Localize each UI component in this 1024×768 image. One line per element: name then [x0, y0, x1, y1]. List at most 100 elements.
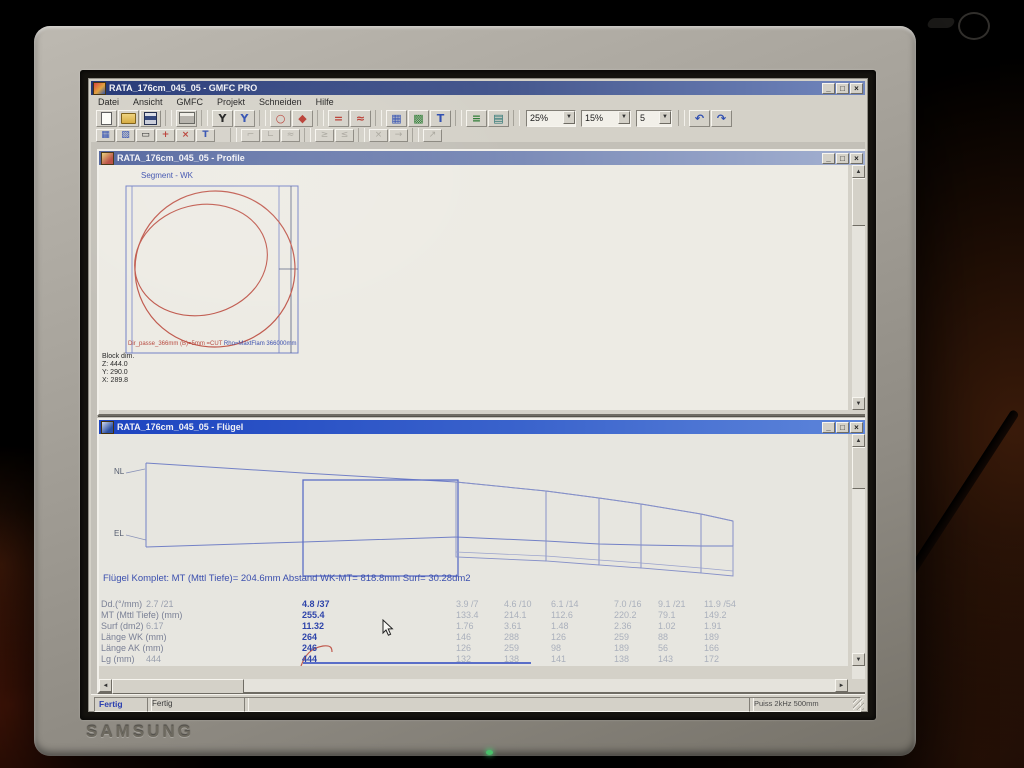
scroll-thumb[interactable] — [852, 447, 865, 489]
cutpath-button-6[interactable]: × — [369, 129, 388, 142]
wing-close-button[interactable]: × — [850, 421, 863, 433]
segment-label: Segment - WK — [141, 171, 194, 180]
printer-icon — [178, 112, 195, 124]
cutpath-button-5[interactable]: ≤ — [335, 129, 354, 142]
wing-horizontal-scrollbar[interactable]: ◄ ► — [99, 679, 848, 694]
row-label: Dd.(°/mm) — [101, 599, 143, 609]
gmfc-app-icon — [93, 81, 106, 95]
block-outline — [125, 185, 299, 354]
scroll-thumb[interactable] — [112, 679, 244, 694]
zoom-dropdown-button[interactable]: ▼ — [563, 110, 575, 124]
speed-combobox[interactable]: 5 ▼ — [636, 109, 672, 127]
resize-grip[interactable] — [853, 699, 864, 710]
seg7-value: 88 — [658, 632, 669, 642]
filter-button[interactable]: Y — [212, 109, 233, 127]
profile-view-button[interactable]: ▦ — [386, 109, 407, 127]
cutpath-button-3[interactable]: ≈ — [281, 129, 300, 142]
tool2-button-4[interactable]: + — [156, 129, 175, 142]
save-button[interactable] — [140, 109, 161, 127]
tool2-button-5[interactable]: × — [176, 129, 195, 142]
wing-canvas[interactable]: NL EL Flügel Komplet: MT (Mttl Tiefe)= 2… — [99, 434, 848, 666]
print-button[interactable] — [176, 109, 197, 127]
scroll-down-button[interactable]: ▼ — [852, 397, 865, 410]
minimize-button[interactable]: _ — [822, 82, 835, 94]
plan-view-button[interactable]: ▩ — [408, 109, 429, 127]
cut-circle-button[interactable]: ○ — [270, 109, 291, 127]
kerf-value: 15% — [585, 112, 604, 123]
seg7-value: 79.1 — [658, 610, 676, 620]
menu-hilfe[interactable]: Hilfe — [315, 96, 334, 107]
profile-canvas[interactable]: Segment - WK Dir_passe_366mm (B)=5mm =CU… — [99, 165, 848, 410]
cutpath-button-8[interactable]: ↗ — [423, 129, 442, 142]
main-titlebar[interactable]: RATA_176cm_045_05 - GMFC PRO _ □ × — [91, 81, 865, 95]
cutpath-button-1[interactable]: ⌐ — [241, 129, 260, 142]
save-disk-icon — [144, 111, 157, 125]
tool2-button-2[interactable]: ▧ — [116, 129, 135, 142]
seg5-value: 141 — [551, 654, 567, 664]
menu-schneiden[interactable]: Schneiden — [259, 96, 302, 107]
scroll-up-button[interactable]: ▲ — [852, 434, 865, 447]
seg8-value: 189 — [704, 632, 720, 642]
zoom-combobox[interactable]: 25% ▼ — [526, 109, 576, 127]
redo-button[interactable]: ↷ — [711, 109, 732, 127]
text-tool-button[interactable]: T — [430, 109, 451, 127]
scroll-left-button[interactable]: ◄ — [99, 679, 112, 692]
table-row: Surf (dm2) 6.17 11.32 1.76 3.61 1.48 2.3… — [99, 621, 848, 632]
scroll-up-button[interactable]: ▲ — [852, 165, 865, 178]
tool2-button-1[interactable]: ▦ — [96, 129, 115, 142]
seg2-value: 11.32 — [302, 621, 325, 631]
kerf-combobox[interactable]: 15% ▼ — [581, 109, 631, 127]
seg4-value: 288 — [504, 632, 520, 642]
axis-button[interactable]: Y — [234, 109, 255, 127]
new-file-button[interactable] — [96, 109, 117, 127]
menu-gmfc[interactable]: GMFC — [176, 96, 204, 107]
maximize-button[interactable]: □ — [836, 82, 849, 94]
profile-minimize-button[interactable]: _ — [822, 152, 835, 164]
chevron-down-icon: ▼ — [621, 114, 627, 120]
cutpath-button-7[interactable]: → — [389, 129, 408, 142]
profile-maximize-button[interactable]: □ — [836, 152, 849, 164]
wing-minimize-button[interactable]: _ — [822, 421, 835, 433]
scroll-right-button[interactable]: ► — [835, 679, 848, 692]
kerf-dropdown-button[interactable]: ▼ — [618, 110, 630, 124]
profile-vertical-scrollbar[interactable]: ▲ ▼ — [852, 165, 865, 410]
close-button[interactable]: × — [850, 82, 863, 94]
wing-titlebar[interactable]: RATA_176cm_045_05 - Flügel _ □ × — [99, 420, 865, 434]
seg3-value: 146 — [456, 632, 472, 642]
undo-button[interactable]: ↶ — [689, 109, 710, 127]
table-row: Dd.(°/mm) 2.7 /21 4.8 /37 3.9 /7 4.6 /10… — [99, 599, 848, 610]
panel-button[interactable]: ▤ — [488, 109, 509, 127]
list-button[interactable]: ≡ — [466, 109, 487, 127]
block-dim-z: Z: 444.0 — [102, 361, 128, 368]
open-file-button[interactable] — [118, 109, 139, 127]
wing-vertical-scrollbar[interactable]: ▲ ▼ — [852, 434, 865, 679]
arrow-up-icon: ↗ — [428, 130, 437, 140]
sync-equal-button[interactable]: = — [328, 109, 349, 127]
seg6-value: 138 — [614, 654, 630, 664]
sync-offset-button[interactable]: ≈ — [350, 109, 371, 127]
close-icon: × — [854, 83, 859, 93]
monitor-bezel: RATA_176cm_045_05 - GMFC PRO _ □ × Datei… — [34, 26, 916, 756]
cutpath-button-4[interactable]: ≥ — [315, 129, 334, 142]
scroll-thumb[interactable] — [852, 178, 865, 226]
seg8-value: 1.91 — [704, 621, 722, 631]
menu-ansicht[interactable]: Ansicht — [133, 96, 163, 107]
scroll-down-button[interactable]: ▼ — [852, 653, 865, 666]
rect-icon: ▭ — [141, 130, 150, 140]
menu-projekt[interactable]: Projekt — [217, 96, 246, 107]
tool2-button-6[interactable]: T — [196, 129, 215, 142]
speed-dropdown-button[interactable]: ▼ — [659, 110, 671, 124]
wing-maximize-button[interactable]: □ — [836, 421, 849, 433]
open-folder-icon — [121, 112, 136, 124]
gmfc-diamond-button[interactable]: ◆ — [292, 109, 313, 127]
tool2-button-3[interactable]: ▭ — [136, 129, 155, 142]
profile-titlebar[interactable]: RATA_176cm_045_05 - Profile _ □ × — [99, 151, 865, 165]
menu-datei[interactable]: Datei — [98, 96, 120, 107]
red-diamond-icon: ◆ — [298, 111, 307, 125]
cutpath-button-2[interactable]: ∟ — [261, 129, 280, 142]
toolbar-separator — [317, 110, 324, 126]
speed-value: 5 — [640, 112, 646, 123]
table-row: Segment 1 2 — [99, 665, 848, 666]
seg5-value: 6.1 /14 — [551, 599, 579, 609]
profile-close-button[interactable]: × — [850, 152, 863, 164]
